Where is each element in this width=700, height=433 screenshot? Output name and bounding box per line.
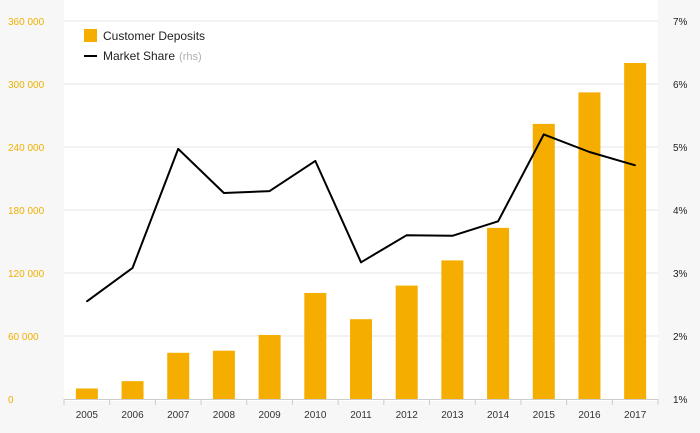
x-tick-label: 2009 xyxy=(258,410,281,421)
y-left-tick-label: 240 000 xyxy=(8,143,45,154)
bar-2010 xyxy=(304,292,327,399)
market-share-point-2016 xyxy=(588,151,591,153)
x-tick-label: 2010 xyxy=(304,410,327,421)
bar-2008 xyxy=(212,350,235,399)
y-right-tick-label: 2% xyxy=(673,332,688,343)
x-tick-label: 2015 xyxy=(533,410,556,421)
market-share-point-2013 xyxy=(451,235,454,237)
bar-2012 xyxy=(395,285,418,399)
y-left-tick-label: 120 000 xyxy=(8,269,45,280)
legend-label-market-share: Market Share xyxy=(103,49,175,63)
bar-2006 xyxy=(121,381,144,399)
deposit-bars xyxy=(75,63,647,400)
x-tick-label: 2014 xyxy=(487,410,510,421)
bar-2015 xyxy=(532,123,555,400)
bar-2011 xyxy=(350,319,372,399)
market-share-point-2008 xyxy=(223,192,225,194)
market-share-point-2015 xyxy=(542,133,545,136)
market-share-point-2005 xyxy=(86,300,88,303)
y-right-tick-label: 1% xyxy=(673,395,688,406)
legend-label-deposits: Customer Deposits xyxy=(103,29,205,43)
bar-2005 xyxy=(75,388,98,399)
market-share-point-2007 xyxy=(177,148,180,150)
legend-label-rhs: (rhs) xyxy=(179,51,202,63)
bar-2014 xyxy=(487,227,510,399)
y-right-tick-label: 7% xyxy=(673,17,688,28)
y-right-tick-label: 6% xyxy=(673,80,688,91)
bar-2013 xyxy=(441,260,464,399)
svg-text:Market Share(rhs): Market Share (rhs) xyxy=(103,49,202,63)
market-share-point-2010 xyxy=(314,160,317,162)
y-left-tick-label: 360 000 xyxy=(8,17,45,28)
bar-2016 xyxy=(578,92,601,400)
y-right-tick-label: 3% xyxy=(673,269,688,280)
x-tick-label: 2011 xyxy=(350,410,372,421)
x-tick-label: 2017 xyxy=(624,410,647,421)
y-left-tick-label: 300 000 xyxy=(8,80,45,91)
x-tick-label: 2008 xyxy=(213,410,236,421)
y-left-tick-label: 60 000 xyxy=(8,332,39,343)
market-share-point-2014 xyxy=(497,220,499,223)
market-share-point-2006 xyxy=(131,267,134,269)
bar-2009 xyxy=(258,334,281,399)
y-right-tick-label: 4% xyxy=(673,206,688,217)
market-share-point-2012 xyxy=(405,234,408,236)
y-left-tick-label: 0 xyxy=(8,395,14,406)
market-share-line-group xyxy=(86,133,636,303)
x-tick-label: 2006 xyxy=(121,410,144,421)
x-tick-label: 2013 xyxy=(441,410,464,421)
market-share-point-2017 xyxy=(634,164,636,167)
x-tick-label: 2016 xyxy=(578,410,601,421)
legend-swatch-deposits xyxy=(84,29,97,42)
x-tick-label: 2012 xyxy=(396,410,419,421)
market-share-point-2011 xyxy=(360,261,362,264)
market-share-point-2009 xyxy=(268,190,271,192)
bar-2017 xyxy=(624,63,647,399)
y-left-tick-label: 180 000 xyxy=(8,206,45,217)
axes: 0 60 000 120 000 180 000 240 000 300 000 360 0… xyxy=(8,17,688,421)
x-tick-label: 2005 xyxy=(76,410,99,421)
x-tick-label: 2007 xyxy=(167,410,190,421)
bar-2007 xyxy=(167,352,190,399)
y-right-tick-label: 5% xyxy=(673,143,688,154)
legend: Customer Deposits Market Share (rhs) xyxy=(84,29,205,63)
